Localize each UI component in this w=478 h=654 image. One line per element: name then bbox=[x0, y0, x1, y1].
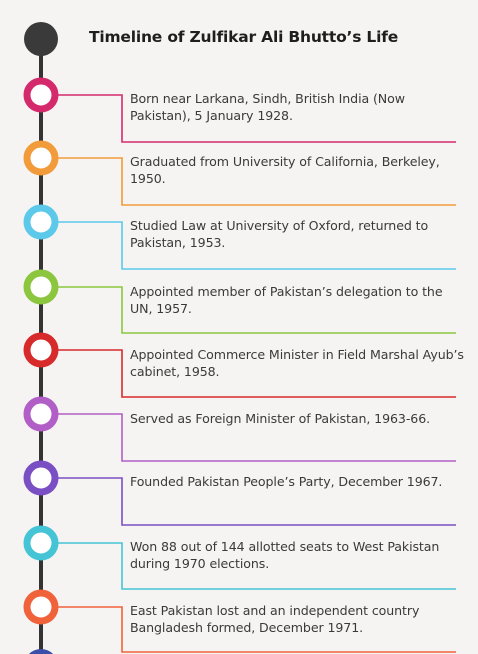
event-node-4 bbox=[23, 269, 59, 305]
event-text-5: Appointed Commerce Minister in Field Mar… bbox=[130, 347, 464, 379]
event-text-6: Served as Foreign Minister of Pakistan, … bbox=[130, 411, 431, 426]
timeline-end-node bbox=[28, 649, 54, 654]
event-node-5 bbox=[23, 332, 59, 368]
event-connector-6 bbox=[58, 413, 456, 462]
event-node-6 bbox=[23, 396, 59, 432]
event-connector-5 bbox=[58, 349, 456, 398]
event-connector-3 bbox=[58, 221, 456, 270]
event-connector-4 bbox=[58, 286, 456, 334]
event-text-9: East Pakistan lost and an independent co… bbox=[130, 603, 420, 635]
timeline-title: Timeline of Zulfikar Ali Bhutto’s Life bbox=[89, 28, 399, 46]
event-connector-7 bbox=[58, 477, 456, 526]
timeline-start-node bbox=[24, 22, 58, 56]
event-node-9 bbox=[23, 589, 59, 625]
event-connector-1 bbox=[58, 94, 456, 143]
event-text-4: Appointed member of Pakistan’s delegatio… bbox=[130, 284, 443, 316]
event-text-2: Graduated from University of California,… bbox=[130, 154, 440, 186]
event-node-1 bbox=[23, 77, 59, 113]
event-text-3: Studied Law at University of Oxford, ret… bbox=[130, 218, 429, 250]
event-text-7: Founded Pakistan People’s Party, Decembe… bbox=[130, 474, 443, 489]
event-text-1: Born near Larkana, Sindh, British India … bbox=[130, 91, 405, 123]
event-connector-2 bbox=[58, 157, 456, 206]
event-text-8: Won 88 out of 144 allotted seats to West… bbox=[130, 539, 440, 571]
event-connector-9 bbox=[58, 606, 456, 653]
event-node-2 bbox=[23, 140, 59, 176]
event-node-3 bbox=[23, 204, 59, 240]
event-connector-8 bbox=[58, 542, 456, 590]
event-node-8 bbox=[23, 525, 59, 561]
event-node-7 bbox=[23, 460, 59, 496]
